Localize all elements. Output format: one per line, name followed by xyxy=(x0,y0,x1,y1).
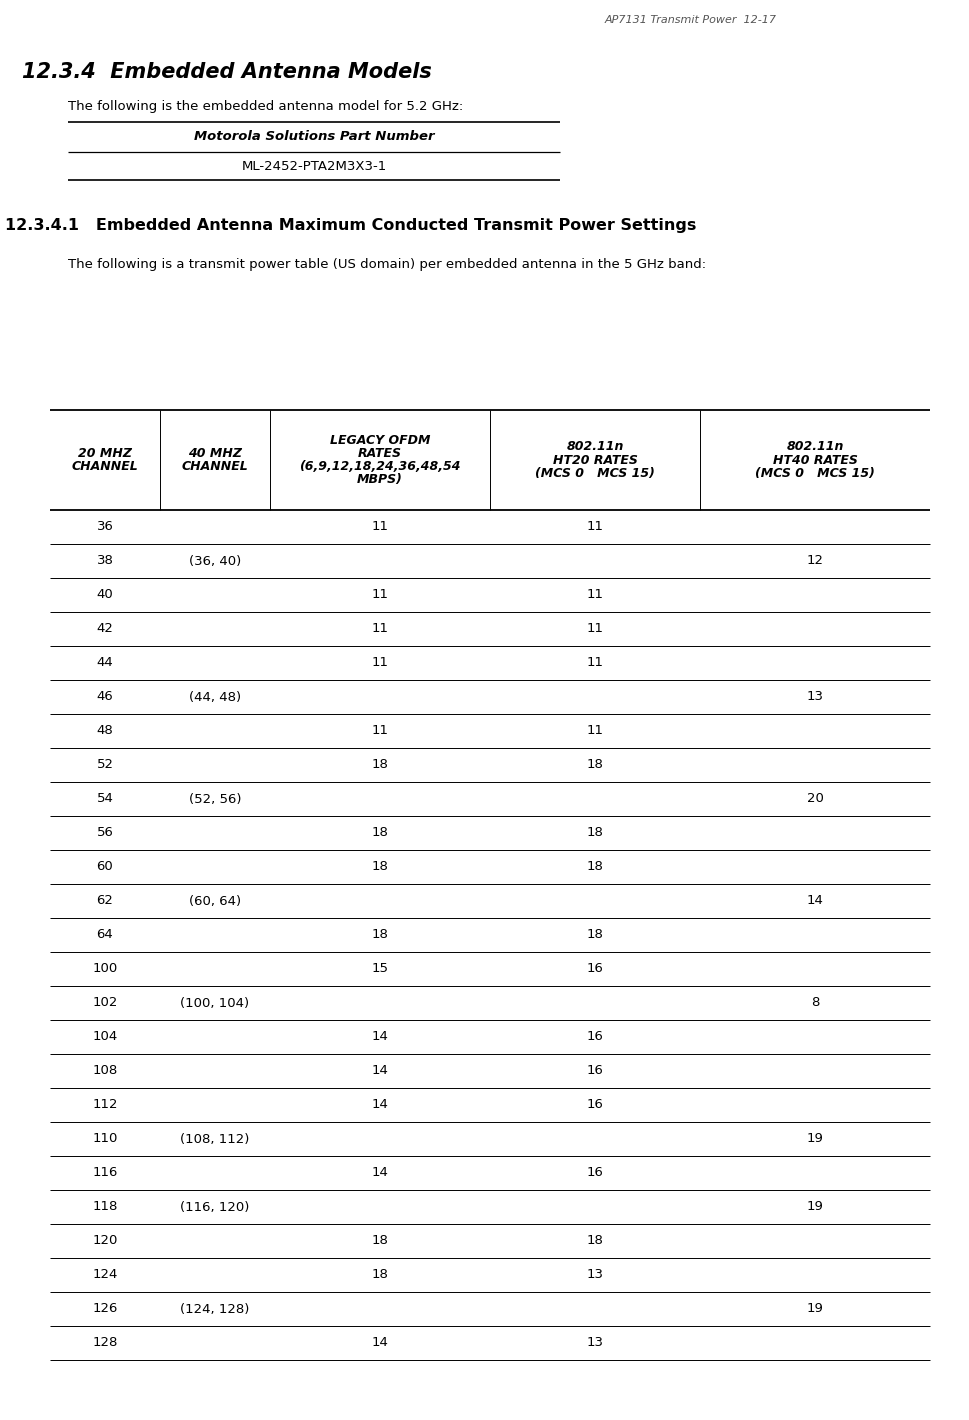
Text: 802.11n: 802.11n xyxy=(786,440,843,453)
Text: 18: 18 xyxy=(586,758,603,771)
Text: 104: 104 xyxy=(92,1031,117,1044)
Text: 14: 14 xyxy=(371,1031,388,1044)
Text: 18: 18 xyxy=(371,1234,388,1248)
Text: 11: 11 xyxy=(371,656,389,669)
Text: 12.3.4  Embedded Antenna Models: 12.3.4 Embedded Antenna Models xyxy=(22,62,431,82)
Text: RATES: RATES xyxy=(358,447,401,460)
Text: 42: 42 xyxy=(97,622,113,636)
Text: (100, 104): (100, 104) xyxy=(180,997,249,1010)
Text: (MCS 0   MCS 15): (MCS 0 MCS 15) xyxy=(754,467,874,480)
Text: 16: 16 xyxy=(586,1031,603,1044)
Text: 11: 11 xyxy=(586,656,603,669)
Text: 18: 18 xyxy=(586,929,603,941)
Text: (60, 64): (60, 64) xyxy=(189,895,241,907)
Text: 12.3.4.1   Embedded Antenna Maximum Conducted Transmit Power Settings: 12.3.4.1 Embedded Antenna Maximum Conduc… xyxy=(5,219,696,233)
Text: 18: 18 xyxy=(371,758,388,771)
Text: 124: 124 xyxy=(92,1268,117,1281)
Text: 12: 12 xyxy=(805,554,823,568)
Text: 16: 16 xyxy=(586,1166,603,1180)
Text: HT20 RATES: HT20 RATES xyxy=(552,453,637,467)
Text: (52, 56): (52, 56) xyxy=(189,792,241,805)
Text: 11: 11 xyxy=(586,622,603,636)
Text: 54: 54 xyxy=(97,792,113,805)
Text: 18: 18 xyxy=(586,1234,603,1248)
Text: 18: 18 xyxy=(371,1268,388,1281)
Text: 46: 46 xyxy=(97,690,113,703)
Text: 38: 38 xyxy=(97,554,113,568)
Text: 56: 56 xyxy=(97,826,113,839)
Text: 20: 20 xyxy=(806,792,823,805)
Text: 116: 116 xyxy=(92,1166,117,1180)
Text: 108: 108 xyxy=(92,1065,117,1078)
Text: AP7131 Transmit Power  12-17: AP7131 Transmit Power 12-17 xyxy=(605,16,776,26)
Text: 120: 120 xyxy=(92,1234,117,1248)
Text: MBPS): MBPS) xyxy=(357,473,402,486)
Text: 40 MHZ: 40 MHZ xyxy=(188,447,241,460)
Text: 20 MHZ: 20 MHZ xyxy=(78,447,132,460)
Text: 16: 16 xyxy=(586,1099,603,1112)
Text: 11: 11 xyxy=(371,622,389,636)
Text: 100: 100 xyxy=(92,963,117,976)
Text: 44: 44 xyxy=(97,656,113,669)
Text: 19: 19 xyxy=(806,1302,823,1315)
Text: 802.11n: 802.11n xyxy=(566,440,623,453)
Text: 8: 8 xyxy=(810,997,819,1010)
Text: 64: 64 xyxy=(97,929,113,941)
Text: 19: 19 xyxy=(806,1133,823,1146)
Text: HT40 RATES: HT40 RATES xyxy=(771,453,857,467)
Text: ML-2452-PTA2M3X3-1: ML-2452-PTA2M3X3-1 xyxy=(241,160,387,173)
Text: (124, 128): (124, 128) xyxy=(180,1302,249,1315)
Text: (MCS 0   MCS 15): (MCS 0 MCS 15) xyxy=(535,467,654,480)
Text: 14: 14 xyxy=(371,1065,388,1078)
Text: 62: 62 xyxy=(97,895,113,907)
Text: (36, 40): (36, 40) xyxy=(189,554,241,568)
Text: Motorola Solutions Part Number: Motorola Solutions Part Number xyxy=(194,131,434,143)
Text: 11: 11 xyxy=(371,588,389,602)
Text: CHANNEL: CHANNEL xyxy=(72,460,139,473)
Text: 13: 13 xyxy=(586,1336,603,1349)
Text: 60: 60 xyxy=(97,861,113,873)
Text: The following is a transmit power table (US domain) per embedded antenna in the : The following is a transmit power table … xyxy=(68,258,705,271)
Text: 18: 18 xyxy=(371,929,388,941)
Text: 18: 18 xyxy=(371,826,388,839)
Text: 14: 14 xyxy=(371,1166,388,1180)
Text: 48: 48 xyxy=(97,724,113,737)
Text: (44, 48): (44, 48) xyxy=(189,690,241,703)
Text: LEGACY OFDM: LEGACY OFDM xyxy=(329,435,430,447)
Text: 40: 40 xyxy=(97,588,113,602)
Text: 18: 18 xyxy=(586,826,603,839)
Text: 16: 16 xyxy=(586,1065,603,1078)
Text: CHANNEL: CHANNEL xyxy=(181,460,248,473)
Text: 13: 13 xyxy=(805,690,823,703)
Text: 13: 13 xyxy=(586,1268,603,1281)
Text: 126: 126 xyxy=(92,1302,117,1315)
Text: 14: 14 xyxy=(371,1336,388,1349)
Text: 36: 36 xyxy=(97,521,113,534)
Text: The following is the embedded antenna model for 5.2 GHz:: The following is the embedded antenna mo… xyxy=(68,99,463,114)
Text: 14: 14 xyxy=(371,1099,388,1112)
Text: 128: 128 xyxy=(92,1336,117,1349)
Text: 102: 102 xyxy=(92,997,117,1010)
Text: 11: 11 xyxy=(371,724,389,737)
Text: 11: 11 xyxy=(586,521,603,534)
Text: 11: 11 xyxy=(371,521,389,534)
Text: 14: 14 xyxy=(806,895,823,907)
Text: 11: 11 xyxy=(586,724,603,737)
Text: 18: 18 xyxy=(371,861,388,873)
Text: (6,9,12,18,24,36,48,54: (6,9,12,18,24,36,48,54 xyxy=(299,460,460,473)
Text: 110: 110 xyxy=(92,1133,117,1146)
Text: (116, 120): (116, 120) xyxy=(180,1200,249,1214)
Text: 52: 52 xyxy=(96,758,113,771)
Text: 15: 15 xyxy=(371,963,389,976)
Text: 112: 112 xyxy=(92,1099,117,1112)
Text: 11: 11 xyxy=(586,588,603,602)
Text: 19: 19 xyxy=(806,1200,823,1214)
Text: 16: 16 xyxy=(586,963,603,976)
Text: 18: 18 xyxy=(586,861,603,873)
Text: 118: 118 xyxy=(92,1200,117,1214)
Text: (108, 112): (108, 112) xyxy=(180,1133,249,1146)
